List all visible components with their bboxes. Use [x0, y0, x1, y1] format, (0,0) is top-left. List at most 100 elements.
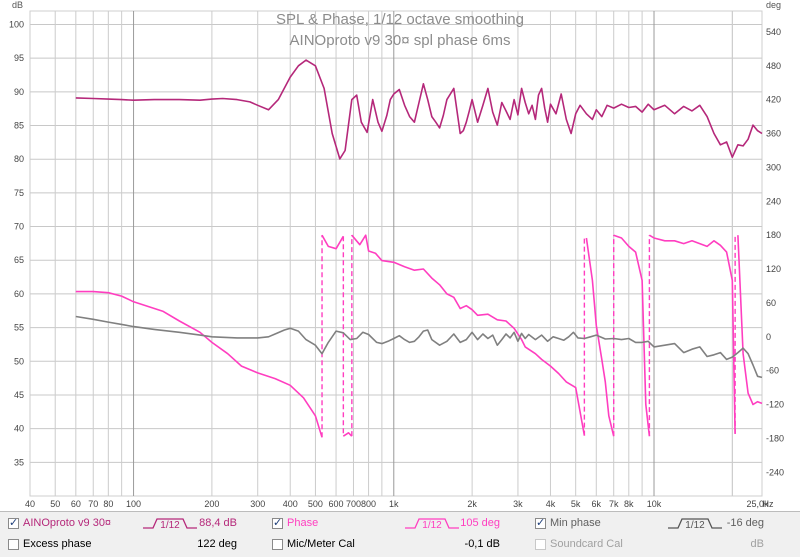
- y-left-tick-label: 60: [14, 289, 24, 299]
- series-line-min-phase: [75, 315, 763, 379]
- y-right-tick-label: 120: [766, 264, 781, 274]
- phase-value: 105 deg: [460, 517, 500, 529]
- y-left-tick-label: 35: [14, 457, 24, 467]
- phase-smoothing-button[interactable]: 1/12: [405, 516, 459, 532]
- y-right-tick-label: -180: [766, 433, 784, 443]
- y-right-tick-label: 0: [766, 332, 771, 342]
- legend-row-1: AINOproto v9 30¤ 1/12 88,4 dB Phase 1/12…: [0, 515, 800, 533]
- series-line-phase: [648, 234, 736, 434]
- y-left-tick-label: 45: [14, 390, 24, 400]
- x-tick-label: 25,0k: [747, 499, 770, 509]
- x-tick-label: 80: [103, 499, 113, 509]
- y-left-tick-label: 90: [14, 87, 24, 97]
- y-left-tick-label: 100: [9, 19, 24, 29]
- spl-value: 88,4 dB: [199, 517, 237, 529]
- y-left-tick-label: 80: [14, 154, 24, 164]
- series-line-phase: [585, 237, 615, 437]
- x-tick-label: 500: [308, 499, 323, 509]
- spl-label: AINOproto v9 30¤: [23, 517, 112, 529]
- x-tick-label: 600: [329, 499, 344, 509]
- min-phase-value: -16 deg: [726, 517, 764, 529]
- y-right-tick-label: 360: [766, 129, 781, 139]
- excess-phase-value: 122 deg: [197, 538, 237, 550]
- y-axis-left: 35 40 45 50 55 60 65 70 75 80 85 90 95 100: [9, 19, 24, 467]
- y-left-tick-label: 40: [14, 424, 24, 434]
- spl-checkbox[interactable]: [8, 516, 19, 529]
- y-right-tick-label: -120: [766, 400, 784, 410]
- x-tick-label: 1k: [389, 499, 399, 509]
- series-line-ainoproto-v9-30: [75, 59, 763, 160]
- x-tick-label: 40: [25, 499, 35, 509]
- y-left-tick-label: 50: [14, 356, 24, 366]
- soundcard-cal-label: Soundcard Cal: [550, 538, 623, 550]
- x-tick-label: 100: [126, 499, 141, 509]
- series-group: [75, 59, 763, 438]
- y-left-tick-label: 65: [14, 255, 24, 265]
- y-left-tick-label: 70: [14, 222, 24, 232]
- min-phase-smoothing-button[interactable]: 1/12: [668, 516, 722, 532]
- y-right-tick-label: 60: [766, 298, 776, 308]
- svg-text:1/12: 1/12: [685, 520, 705, 531]
- x-tick-label: 700: [346, 499, 361, 509]
- excess-phase-checkbox[interactable]: [8, 539, 19, 550]
- x-tick-label: 4k: [546, 499, 556, 509]
- legend-panel: AINOproto v9 30¤ 1/12 88,4 dB Phase 1/12…: [0, 511, 800, 557]
- x-tick-label: 70: [88, 499, 98, 509]
- min-phase-label: Min phase: [550, 517, 601, 529]
- phase-checkbox[interactable]: [272, 516, 283, 529]
- x-tick-label: 8k: [624, 499, 634, 509]
- y-right-tick-label: 420: [766, 95, 781, 105]
- y-left-unit-label: dB: [12, 0, 23, 10]
- x-tick-label: 50: [50, 499, 60, 509]
- min-phase-checkbox[interactable]: [535, 516, 546, 529]
- y-right-tick-label: -60: [766, 366, 779, 376]
- grid: [29, 11, 762, 496]
- x-tick-label: Hz: [763, 499, 774, 509]
- x-tick-label: 60: [71, 499, 81, 509]
- svg-text:1/12: 1/12: [160, 520, 180, 531]
- spl-smoothing-button[interactable]: 1/12: [143, 516, 197, 532]
- y-left-tick-label: 85: [14, 121, 24, 131]
- series-line-phase: [613, 234, 651, 437]
- x-tick-label: 7k: [609, 499, 619, 509]
- x-tick-label: 400: [283, 499, 298, 509]
- x-tick-label: 800: [361, 499, 376, 509]
- chart-title: SPL & Phase, 1/12 octave smoothing: [276, 11, 524, 28]
- y-right-tick-label: -240: [766, 467, 784, 477]
- x-axis: 40 50 60 70 80 100 200 300 400 500 600 700 800 1k 2k 3k…: [25, 499, 774, 509]
- series-line-phase: [351, 234, 586, 436]
- legend-row-2: Excess phase 122 deg Mic/Meter Cal -0,1 …: [0, 536, 800, 554]
- chart-subtitle: AINOproto v9 30¤ spl phase 6ms: [290, 32, 511, 49]
- y-right-tick-label: 480: [766, 61, 781, 71]
- phase-label: Phase: [287, 517, 319, 529]
- y-right-tick-label: 300: [766, 162, 781, 172]
- mic-cal-label: Mic/Meter Cal: [287, 538, 355, 550]
- svg-text:1/12: 1/12: [422, 520, 442, 531]
- series-line-phase: [75, 290, 323, 438]
- series-line-phase: [321, 234, 344, 250]
- y-right-tick-label: 240: [766, 196, 781, 206]
- y-right-tick-label: 180: [766, 230, 781, 240]
- soundcard-cal-value: dB: [750, 538, 764, 550]
- excess-phase-label: Excess phase: [23, 538, 92, 550]
- mic-cal-checkbox[interactable]: [272, 539, 283, 550]
- x-tick-label: 6k: [592, 499, 602, 509]
- y-right-tick-label: 540: [766, 27, 781, 37]
- series-line-phase: [737, 235, 763, 406]
- y-left-tick-label: 55: [14, 323, 24, 333]
- x-tick-label: 3k: [513, 499, 523, 509]
- x-tick-label: 10k: [647, 499, 662, 509]
- x-tick-label: 5k: [571, 499, 581, 509]
- plot-background: [29, 10, 763, 497]
- y-right-unit-label: deg: [766, 0, 781, 10]
- y-left-tick-label: 95: [14, 53, 24, 63]
- x-tick-label: 300: [250, 499, 265, 509]
- x-tick-label: 2k: [467, 499, 477, 509]
- y-left-tick-label: 75: [14, 188, 24, 198]
- y-axis-right: -240 -180 -120 -60 0 60 120 180 240 300 360 420 480 5…: [766, 27, 784, 477]
- series-line-phase: [342, 432, 353, 437]
- mic-cal-value: -0,1 dB: [464, 538, 500, 550]
- soundcard-cal-checkbox[interactable]: [535, 539, 546, 550]
- x-tick-label: 200: [204, 499, 219, 509]
